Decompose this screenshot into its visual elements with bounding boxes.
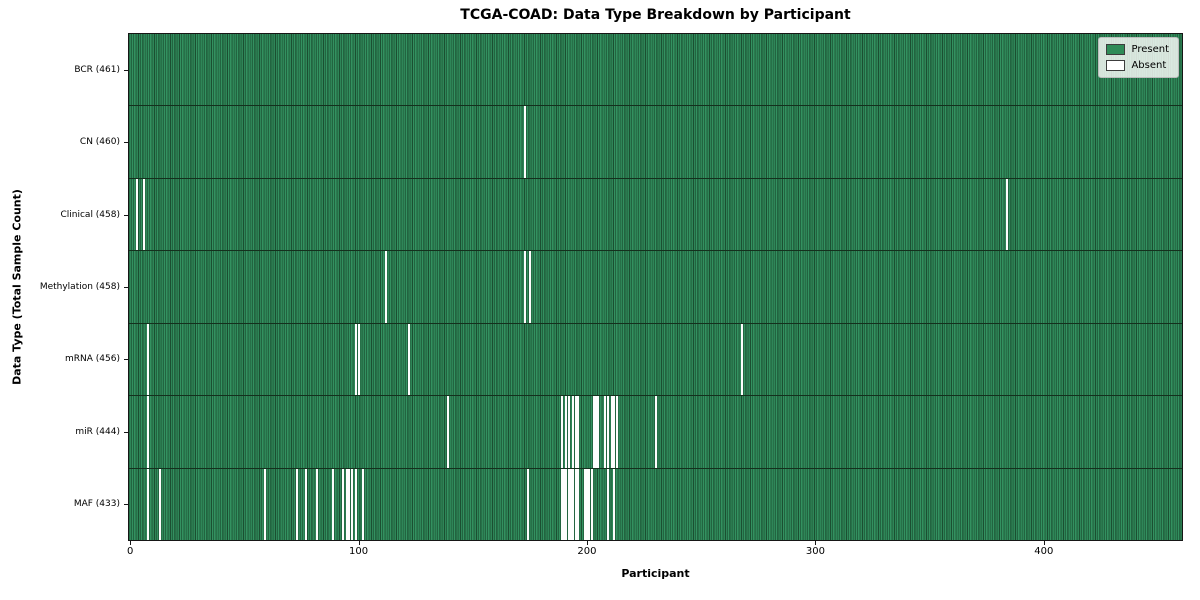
x-tick-mark [586,541,588,545]
absent-stripe [524,106,527,178]
row-CN [129,105,1182,178]
row-BCR [129,34,1182,106]
absent-stripe [446,396,449,468]
absent-stripe [576,396,579,468]
y-tick-mark [124,70,128,72]
absent-stripe [560,396,563,468]
ytick-label-MAF: MAF (433) [73,498,120,509]
absent-stripe [348,468,351,540]
legend: Present Absent [1098,37,1179,78]
x-tick-mark [130,541,132,545]
absent-stripe [613,468,616,540]
absent-stripe [572,396,575,468]
legend-label-present: Present [1131,44,1169,55]
absent-stripe [572,468,575,540]
absent-stripe [597,396,600,468]
ytick-label-Clinical: Clinical (458) [60,209,120,220]
absent-stripe [263,468,266,540]
absent-stripe [590,468,593,540]
x-tick-mark [815,541,817,545]
x-axis-label: Participant [621,567,690,580]
row-Methylation [129,250,1182,323]
absent-stripe [606,468,609,540]
absent-stripe [384,251,387,323]
absent-stripe [357,323,360,396]
xtick-label-100: 100 [349,546,369,557]
absent-stripe [147,396,150,468]
y-tick-mark [124,287,128,288]
absent-stripe [362,468,365,540]
ytick-label-BCR: BCR (461) [74,65,120,76]
legend-item-present: Present [1106,44,1169,55]
absent-stripe [526,468,529,540]
legend-swatch-absent-icon [1106,60,1126,71]
absent-stripe [654,396,657,468]
absent-stripe [355,468,358,540]
ytick-label-mRNA: mRNA (456) [65,354,120,365]
y-tick-mark [124,359,128,361]
absent-stripe [613,396,616,468]
y-tick-mark [124,431,128,433]
absent-stripe [585,468,588,540]
absent-stripe [567,468,570,540]
absent-stripe [567,396,570,468]
ytick-label-miR: miR (444) [75,426,120,437]
absent-stripe [574,468,577,540]
x-tick-mark [358,541,360,545]
absent-stripe [565,396,568,468]
absent-stripe [158,468,161,540]
plot-area [128,33,1183,541]
absent-stripe [332,468,335,540]
absent-stripe [524,251,527,323]
legend-swatch-present-icon [1106,44,1126,55]
absent-stripe [588,468,591,540]
absent-stripe [606,396,609,468]
ytick-label-CN: CN (460) [79,137,120,148]
legend-label-absent: Absent [1131,60,1167,71]
y-tick-mark [124,214,128,216]
absent-stripe [147,323,150,396]
absent-stripe [355,323,358,396]
absent-stripe [407,323,410,396]
absent-stripe [615,396,618,468]
absent-stripe [611,396,614,468]
chart-title: TCGA-COAD: Data Type Breakdown by Partic… [460,7,851,23]
legend-item-absent: Absent [1106,60,1169,71]
xtick-label-200: 200 [577,546,597,557]
absent-stripe [142,178,145,251]
row-MAF [129,467,1182,540]
absent-stripe [592,396,595,468]
absent-stripe [295,468,298,540]
row-mRNA [129,322,1182,396]
absent-stripe [565,468,568,540]
xtick-label-300: 300 [805,546,825,557]
y-tick-mark [124,503,128,505]
absent-stripe [528,251,531,323]
absent-stripe [595,396,598,468]
xtick-label-400: 400 [1034,546,1054,557]
y-tick-mark [124,142,128,144]
absent-stripe [316,468,319,540]
row-miR [129,395,1182,468]
ytick-label-Methylation: Methylation (458) [39,282,120,292]
absent-stripe [346,468,349,540]
absent-stripe [136,178,138,251]
absent-stripe [574,396,577,468]
absent-stripe [560,468,563,540]
xtick-label-0: 0 [126,546,134,557]
absent-stripe [583,468,586,540]
row-Clinical [129,177,1182,251]
absent-stripe [305,468,308,540]
absent-stripe [569,468,572,540]
absent-stripe [563,468,566,540]
absent-stripe [576,468,579,540]
absent-stripe [741,323,744,396]
absent-stripe [341,468,344,540]
absent-stripe [147,468,150,540]
absent-stripe [350,468,353,540]
absent-stripe [1006,178,1009,251]
x-tick-mark [1043,541,1045,545]
absent-stripe [604,396,607,468]
